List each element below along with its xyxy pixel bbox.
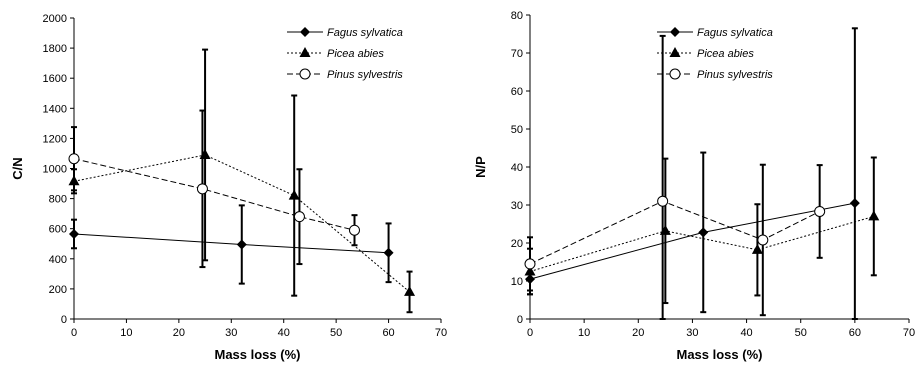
legend: Fagus sylvatica Picea abies Pinus sylvestr… — [657, 27, 773, 81]
x-tick-label: 50 — [795, 327, 807, 339]
legend-label: Picea abies — [327, 48, 384, 60]
data-point-triangle — [868, 210, 880, 221]
y-tick-label: 10 — [511, 276, 523, 288]
y-axis-title: N/P — [473, 156, 488, 178]
series-line-1 — [73, 233, 389, 254]
y-tick-label: 20 — [511, 238, 523, 250]
data-point-circle — [348, 224, 360, 236]
y-tick-label: 1800 — [43, 43, 67, 55]
legend-marker — [669, 68, 681, 80]
chart-panel-2: 0 10 20 30 40 50 60 70 80 0 10 20 30 40 50 60 70 Mass los… — [473, 10, 915, 362]
x-tick-label: 10 — [578, 327, 590, 339]
data-point-diamond — [525, 274, 535, 285]
series-line-2 — [529, 215, 874, 272]
y-tick-label: 1400 — [43, 103, 67, 115]
data-point-diamond — [236, 239, 247, 250]
legend-label: Pinus sylvestris — [327, 69, 403, 81]
y-tick-label: 800 — [49, 194, 67, 206]
y-tick-label: 600 — [49, 224, 67, 236]
data-point-diamond — [69, 228, 79, 239]
legend-label: Picea abies — [697, 48, 754, 60]
y-axis-title: C/N — [10, 157, 25, 179]
data-point-diamond — [383, 247, 394, 258]
x-tick-label: 30 — [686, 327, 698, 339]
legend-marker — [670, 27, 680, 37]
y-tick-label: 1600 — [43, 73, 67, 85]
y-tick-label: 0 — [517, 314, 523, 326]
legend-marker — [300, 27, 310, 37]
data-point-circle — [293, 211, 305, 223]
legend-label: Fagus sylvatica — [697, 27, 773, 39]
legend-label: Fagus sylvatica — [327, 27, 403, 39]
x-tick-label: 30 — [225, 327, 237, 339]
data-point-triangle — [751, 243, 763, 254]
data-point-circle — [657, 195, 669, 207]
data-point-circle — [68, 153, 80, 165]
legend-marker — [299, 68, 311, 80]
x-tick-label: 50 — [330, 327, 342, 339]
x-tick-label: 20 — [632, 327, 644, 339]
legend-marker — [669, 47, 681, 57]
y-tick-label: 1200 — [43, 133, 67, 145]
data-point-diamond — [698, 227, 709, 238]
y-tick-label: 0 — [61, 314, 67, 326]
x-tick-label: 70 — [435, 327, 447, 339]
data-point-diamond — [849, 198, 860, 209]
series-line-3 — [529, 200, 820, 265]
y-tick-label: 50 — [511, 124, 523, 136]
series-line-1 — [529, 202, 855, 280]
x-tick-label: 40 — [278, 327, 290, 339]
legend: Fagus sylvatica Picea abies Pinus sylvestr… — [287, 27, 403, 81]
data-point-circle — [196, 183, 208, 195]
x-tick-label: 20 — [173, 327, 185, 339]
x-tick-label: 10 — [120, 327, 132, 339]
y-tick-label: 80 — [511, 10, 523, 22]
data-point-triangle — [659, 224, 671, 235]
x-axis-title: Mass loss (%) — [215, 347, 301, 362]
y-tick-label: 60 — [511, 86, 523, 98]
x-tick-label: 60 — [382, 327, 394, 339]
y-tick-label: 30 — [511, 200, 523, 212]
legend-marker — [299, 47, 311, 57]
legend-label: Pinus sylvestris — [697, 69, 773, 81]
y-tick-label: 70 — [511, 48, 523, 60]
x-tick-label: 70 — [903, 327, 915, 339]
data-point-circle — [757, 234, 769, 246]
x-tick-label: 0 — [71, 327, 77, 339]
data-point-triangle — [404, 285, 416, 296]
data-point-triangle — [524, 265, 536, 276]
data-point-circle — [524, 258, 536, 270]
y-tick-label: 2000 — [43, 13, 67, 25]
series-line-3 — [73, 158, 355, 231]
y-tick-label: 40 — [511, 162, 523, 174]
x-tick-label: 40 — [740, 327, 752, 339]
data-point-triangle — [199, 148, 211, 159]
x-axis-title: Mass loss (%) — [677, 347, 763, 362]
data-point-triangle — [68, 175, 80, 186]
x-tick-label: 0 — [527, 327, 533, 339]
chart-panel-1: 0 200 400 600 800 1000 1200 1400 1600 1800 2000 0 10… — [10, 13, 447, 362]
y-tick-label: 400 — [49, 254, 67, 266]
y-tick-label: 200 — [49, 284, 67, 296]
x-tick-label: 60 — [849, 327, 861, 339]
data-point-circle — [814, 205, 826, 217]
data-point-triangle — [288, 189, 300, 200]
y-tick-label: 1000 — [43, 164, 67, 176]
